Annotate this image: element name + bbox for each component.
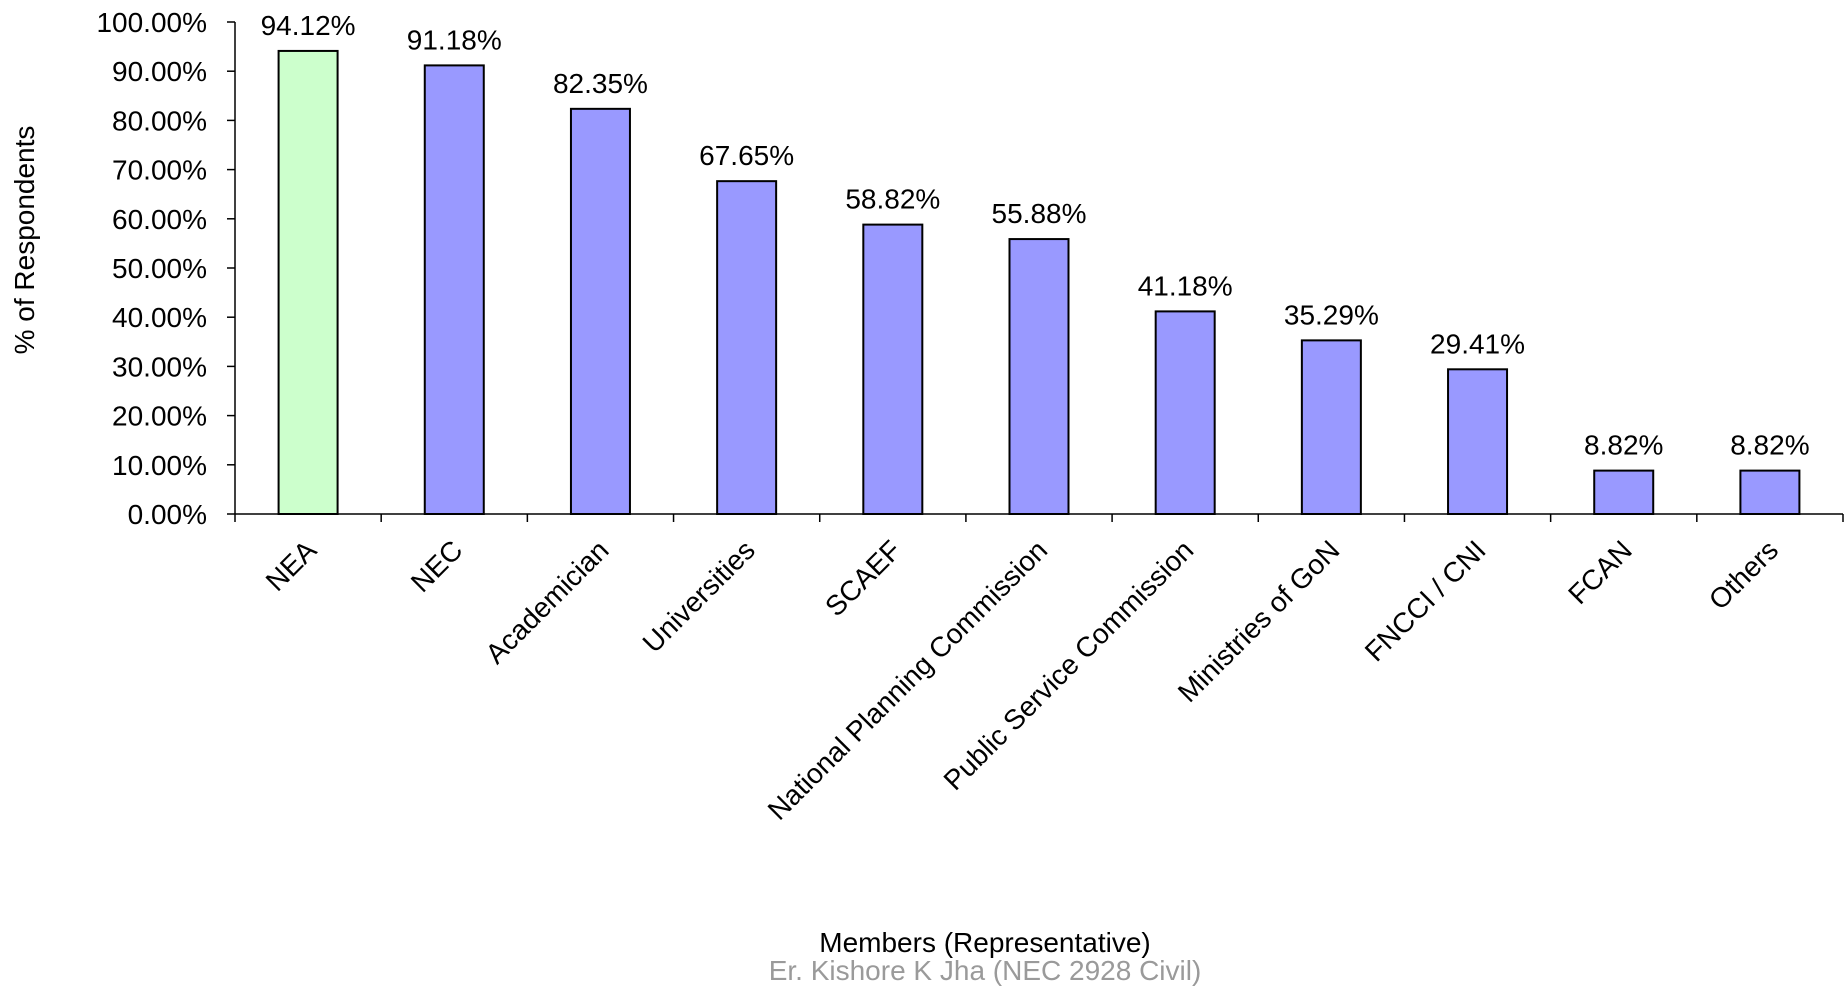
- y-tick-label: 40.00%: [112, 302, 207, 333]
- footer-author-text: Er. Kishore K Jha (NEC 2928 Civil): [769, 955, 1202, 986]
- y-tick-label: 100.00%: [96, 7, 207, 38]
- x-category-label: SCAEF: [819, 534, 907, 622]
- x-axis: NEA NEC Academician Universities SCAEFNation…: [234, 513, 1844, 826]
- y-tick-label: 0.00%: [128, 499, 207, 530]
- bars-layer: [277, 49, 1801, 516]
- data-label: 55.88%: [992, 198, 1087, 229]
- y-tick-label: 50.00%: [112, 253, 207, 284]
- x-category-label: Academician: [479, 534, 614, 669]
- bar-fncci-cni: [1447, 368, 1509, 515]
- x-category-label: National Planning Commission: [762, 534, 1054, 826]
- bar-scaef: [862, 223, 924, 516]
- bar-academician: [569, 107, 631, 515]
- x-category-label: FCAN: [1562, 534, 1638, 610]
- y-tick-label: 10.00%: [112, 450, 207, 481]
- x-category-label: Others: [1703, 534, 1784, 615]
- x-category-label: NEC: [405, 534, 469, 598]
- data-label: 58.82%: [845, 184, 940, 215]
- data-labels-layer: 94.12% 91.18% 82.35% 67.65% 58.82% 55.88% 41.1…: [261, 10, 1810, 461]
- y-tick-label: 60.00%: [112, 204, 207, 235]
- data-label: 67.65%: [699, 140, 794, 171]
- data-label: 41.18%: [1138, 270, 1233, 301]
- data-label: 8.82%: [1584, 430, 1663, 461]
- bar-nea: [277, 49, 339, 516]
- bar-nec: [423, 64, 485, 515]
- y-tick-label: 20.00%: [112, 401, 207, 432]
- data-label: 82.35%: [553, 68, 648, 99]
- y-axis-title: % of Respondents: [9, 126, 40, 355]
- data-label: 35.29%: [1284, 299, 1379, 330]
- bar-national-planning-commission: [1008, 238, 1070, 515]
- y-tick-label: 90.00%: [112, 56, 207, 87]
- bar-universities: [716, 180, 778, 516]
- y-tick-label: 30.00%: [112, 351, 207, 382]
- y-tick-label: 70.00%: [112, 155, 207, 186]
- x-category-label: Universities: [637, 534, 761, 658]
- y-axis: 0.00% 10.00% 20.00% 30.00% 40.00% 50.00% 60.00…: [96, 7, 236, 530]
- data-label: 29.41%: [1430, 328, 1525, 359]
- x-category-label: Public Service Commission: [938, 534, 1200, 796]
- x-category-label: NEA: [260, 534, 323, 597]
- y-tick-label: 80.00%: [112, 105, 207, 136]
- bar-fcan: [1593, 469, 1655, 515]
- x-category-label: Ministries of GoN: [1172, 534, 1346, 708]
- data-label: 94.12%: [261, 10, 356, 41]
- bar-others: [1739, 469, 1801, 515]
- bar-ministries-of-gon: [1300, 339, 1362, 515]
- x-axis-title: Members (Representative): [819, 927, 1150, 958]
- x-category-label: FNCCI / CNI: [1359, 534, 1492, 667]
- data-label: 8.82%: [1730, 430, 1809, 461]
- data-label: 91.18%: [407, 24, 502, 55]
- bar-public-service-commission: [1154, 310, 1216, 516]
